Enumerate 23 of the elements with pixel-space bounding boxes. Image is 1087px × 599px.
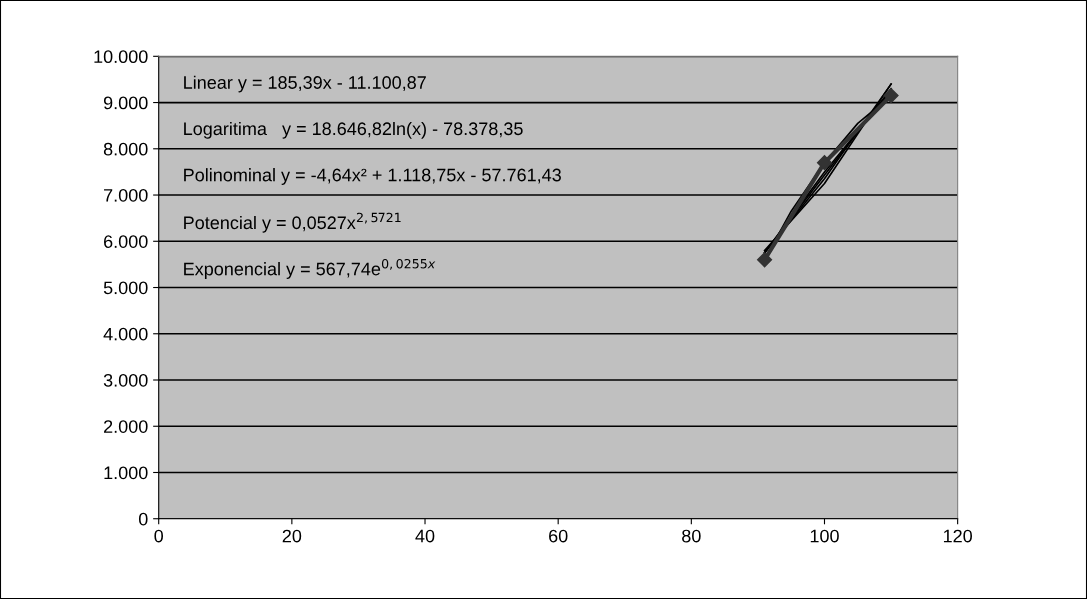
y-tick-label: 3.000 [103,373,148,387]
annotation: Potencial y = 0,0527x$^{2,5721}$ [184,212,401,233]
x-tick-label: 80 [682,529,701,543]
annotation: Logaritima y = 18.646,82ln(x) - 78.378,35 [184,121,523,139]
y-tick-label: 5.000 [103,281,148,295]
y-tick-label: 7.000 [104,188,148,202]
y-tick-label: 4.000 [103,327,148,341]
x-tick-label: 120 [943,529,972,543]
x-tick-label: 0 [154,529,164,543]
y-tick-label: 8.000 [103,142,148,156]
y-tick-label: 10.000 [94,50,148,64]
y-tick-label: 9.000 [103,96,148,110]
annotation: Linear y = 185,39x - 11.100,87 [184,75,426,93]
x-tick-label: 20 [282,529,302,543]
x-tick-label: 40 [415,529,435,543]
x-tick-label: 60 [549,529,568,543]
y-tick-label: 2.000 [104,420,148,433]
y-tick-label: 6.000 [104,235,148,248]
y-tick-label: 1.000 [104,466,148,480]
x-tick-label: 100 [810,529,839,543]
y-tick-label: 0 [138,512,148,526]
annotation: Exponencial y = 567,74e$^{0,0255x}$ [184,258,436,279]
annotation: Polinominal y = -4,64x² + 1.118,75x - 57.761,43 [184,168,561,185]
